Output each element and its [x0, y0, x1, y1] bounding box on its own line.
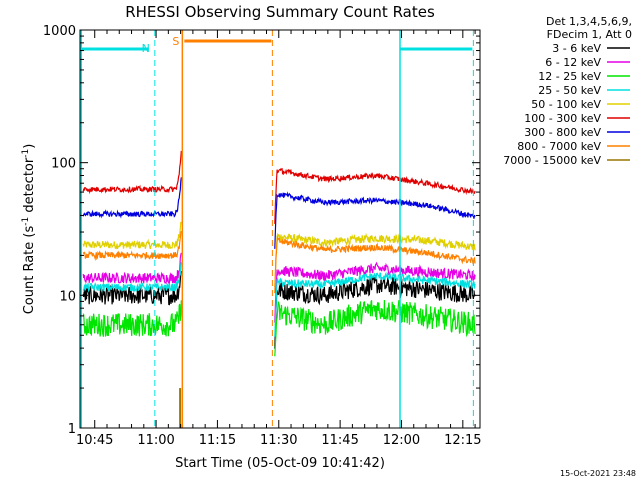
- x-axis: 10:45 11:00 11:15 11:30 11:45 12:00 12:15: [76, 30, 482, 448]
- series-pre-0: [82, 270, 182, 306]
- series-post-1: [274, 261, 476, 323]
- x-tick-label: 12:00: [383, 433, 420, 448]
- legend-label: 6 - 12 keV: [545, 56, 601, 69]
- x-tick-label: 12:15: [444, 433, 481, 448]
- footer-date: 15-Oct-2021 23:48: [560, 469, 636, 478]
- series-pre-2: [82, 300, 182, 337]
- legend-label: 300 - 800 keV: [524, 126, 601, 139]
- series-post-2: [274, 299, 476, 357]
- y-axis: 1 10 100 1000: [43, 24, 480, 437]
- legend-label: 50 - 100 keV: [531, 98, 601, 111]
- series-pre-1: [82, 252, 182, 284]
- legend-header-2: FDecim 1, Att 0: [547, 28, 632, 41]
- y-tick-label: 10: [59, 289, 76, 304]
- series-post-5: [274, 167, 476, 224]
- chart-title: RHESSI Observing Summary Count Rates: [125, 3, 435, 21]
- legend-label: 800 - 7000 keV: [517, 140, 601, 153]
- legend-header-1: Det 1,3,4,5,6,9,: [546, 15, 632, 28]
- x-tick-label: 11:30: [260, 433, 297, 448]
- series-pre-6: [82, 177, 182, 219]
- legend-label: 3 - 6 keV: [552, 42, 601, 55]
- y-tick-label: 1: [68, 422, 76, 437]
- series-pre-3: [82, 262, 182, 293]
- series-pre-5: [82, 150, 182, 195]
- series-pre-7: [82, 230, 182, 262]
- x-tick-label: 10:45: [76, 433, 113, 448]
- plot-frame: [79, 29, 481, 429]
- x-tick-label: 11:45: [321, 433, 358, 448]
- x-axis-label: Start Time (05-Oct-09 10:41:42): [175, 456, 385, 471]
- saa-flag-label: S: [172, 35, 179, 48]
- night-flag-label: N: [142, 42, 150, 55]
- x-tick-label: 11:15: [199, 433, 236, 448]
- x-tick-label: 11:00: [137, 433, 174, 448]
- series-post-6: [274, 191, 476, 249]
- series-pre-4: [82, 221, 182, 250]
- series-layer: [82, 150, 476, 428]
- legend-label: 25 - 50 keV: [538, 84, 601, 97]
- series-post-3: [274, 271, 476, 337]
- series-post-7: [274, 235, 476, 294]
- legend-label: 7000 - 15000 keV: [503, 154, 601, 167]
- y-tick-label: 1000: [43, 24, 76, 39]
- y-axis-label: Count Rate (s-1 detector-1): [21, 144, 37, 315]
- flag-layer: NS: [80, 30, 474, 428]
- series-post-0: [274, 275, 476, 349]
- y-tick-label: 100: [51, 157, 76, 172]
- legend-label: 12 - 25 keV: [538, 70, 601, 83]
- legend-label: 100 - 300 keV: [524, 112, 601, 125]
- series-post-4: [274, 232, 476, 288]
- legend: Det 1,3,4,5,6,9, FDecim 1, Att 0 3 - 6 k…: [503, 15, 632, 167]
